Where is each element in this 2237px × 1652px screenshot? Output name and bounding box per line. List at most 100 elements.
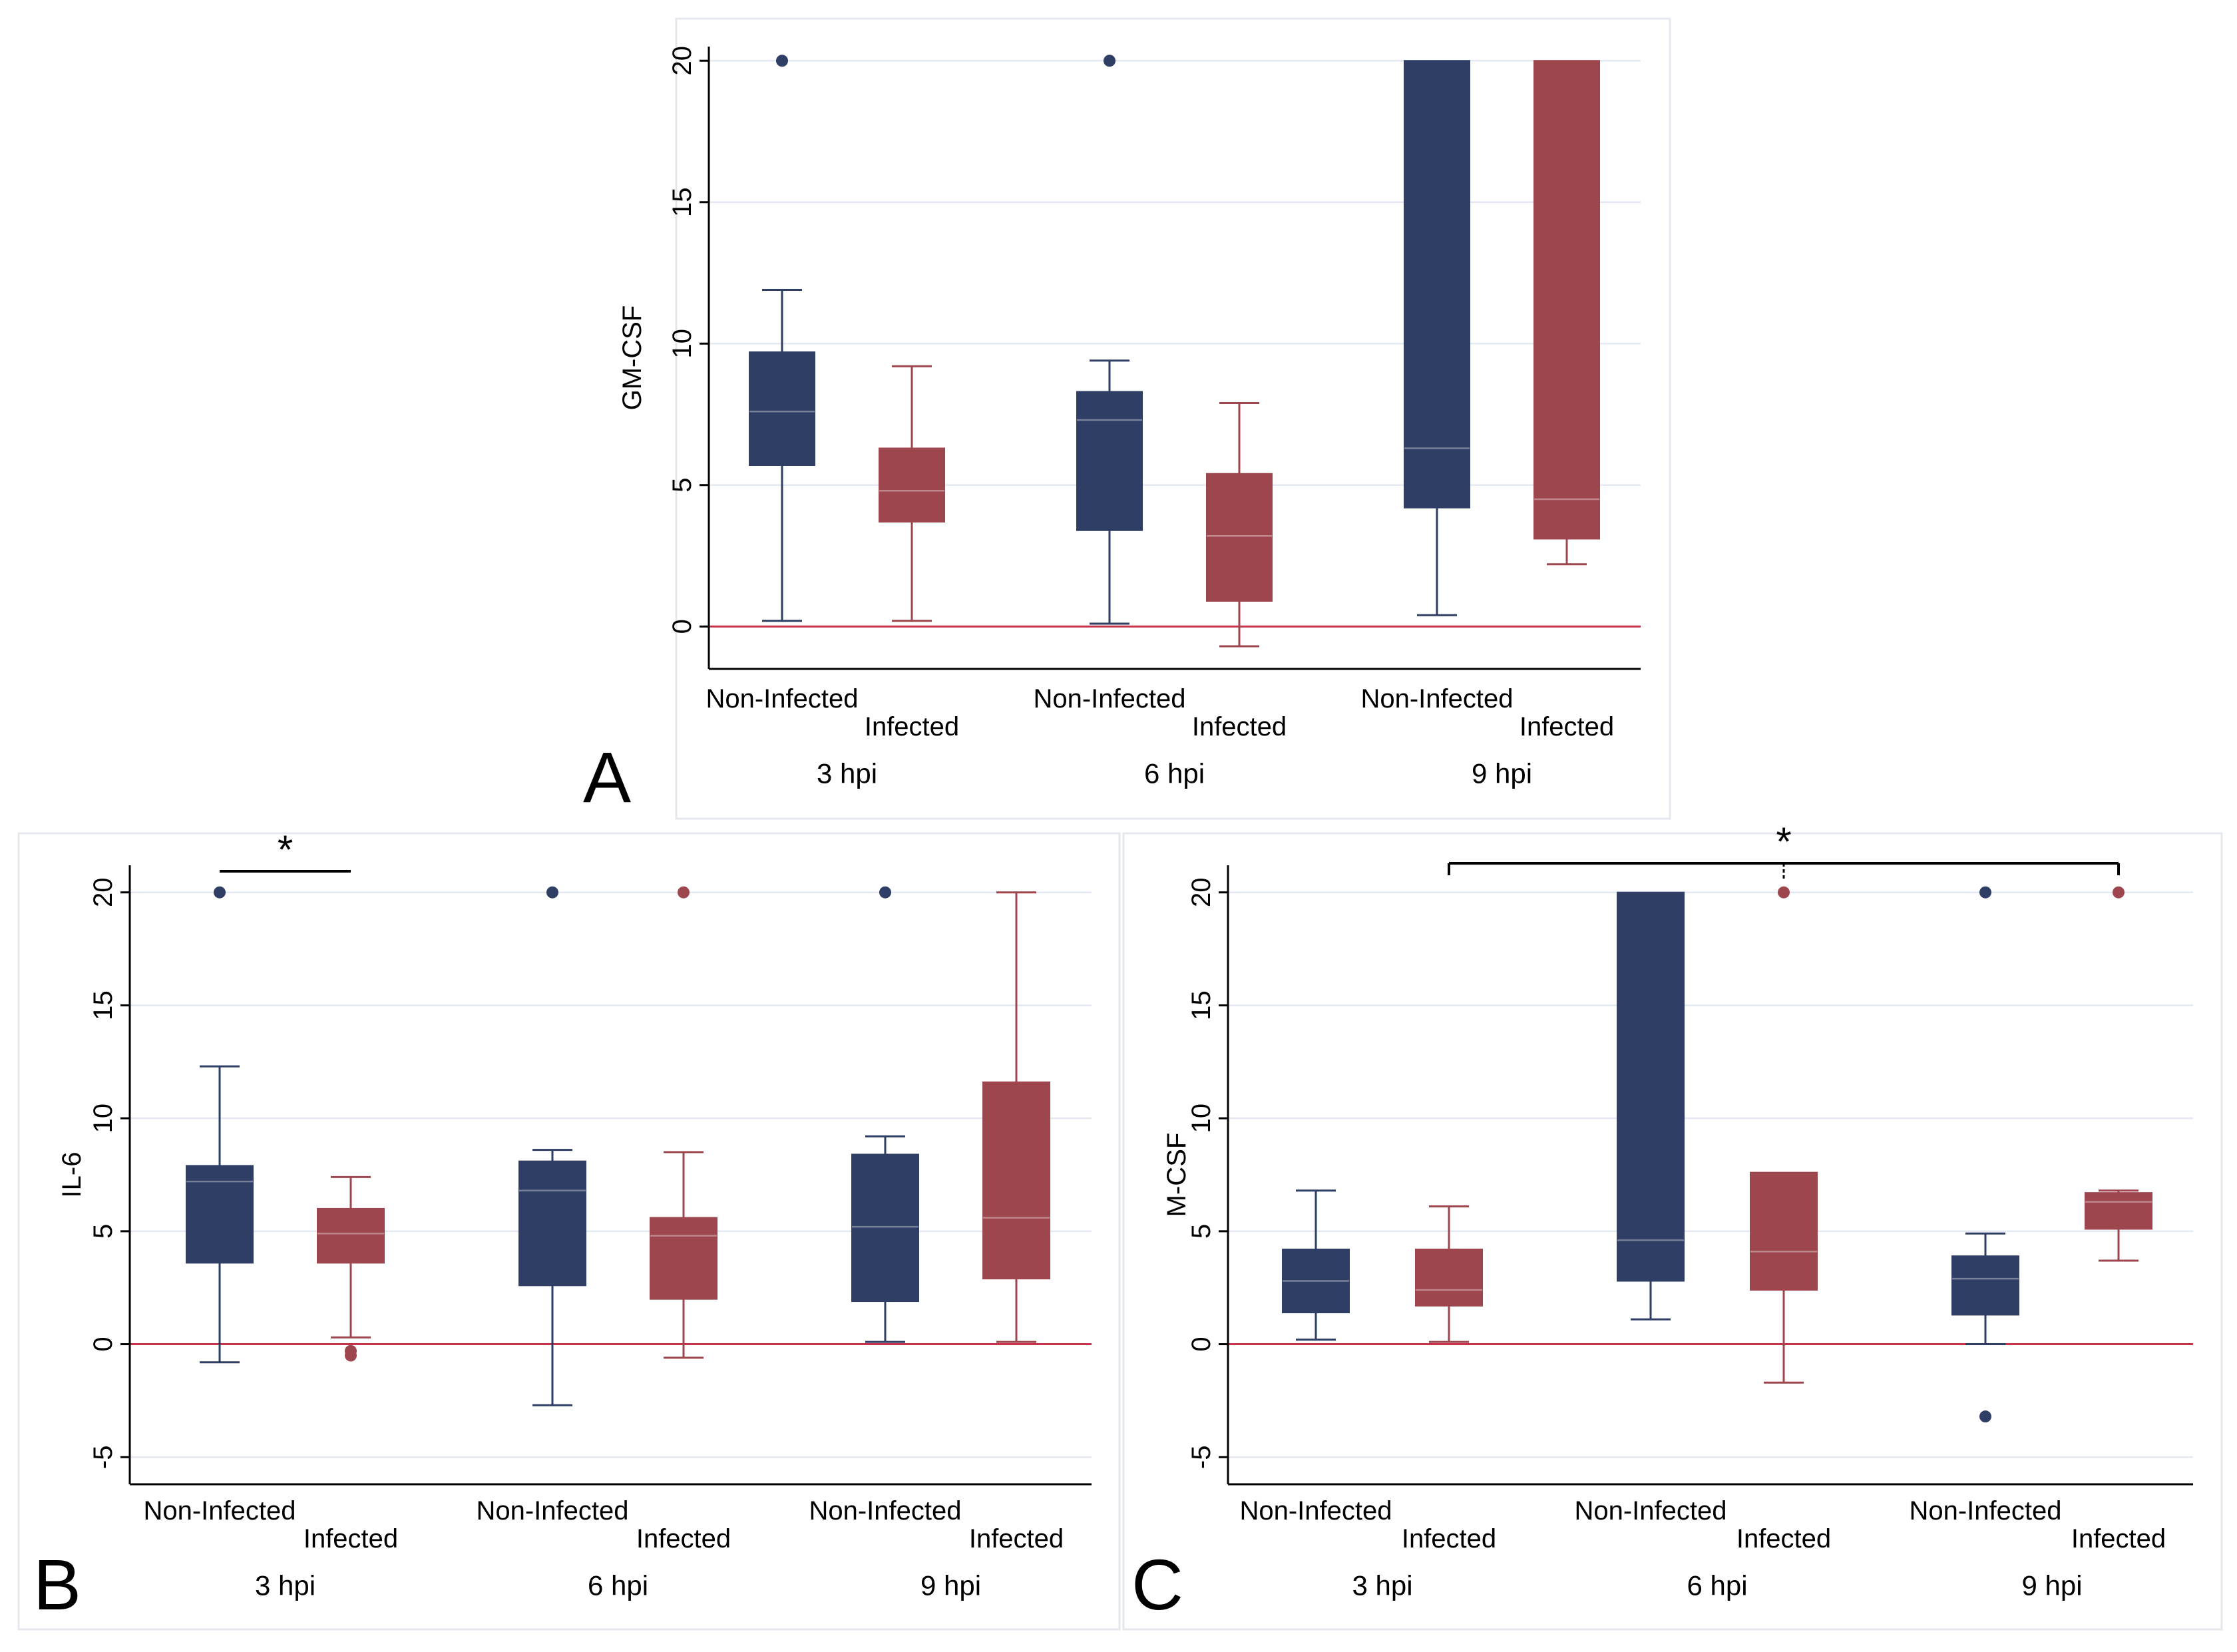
box-3-hpi-infected [1415, 1205, 1483, 1343]
outlier-point [345, 1349, 357, 1362]
y-tick-label: 20 [668, 46, 697, 76]
panel-letter: A [583, 737, 631, 817]
group-label: 9 hpi [2021, 1570, 2082, 1601]
outlier-point [776, 55, 788, 67]
iqr-box [851, 1153, 919, 1303]
category-label: Infected [1402, 1524, 1496, 1553]
y-tick-label: 0 [89, 1337, 118, 1351]
category-label: Infected [1192, 712, 1287, 741]
panel-a-gm-csf: 05101520GM-CSFNon-InfectedInfectedNon-In… [583, 46, 1641, 817]
y-tick-label: 15 [89, 990, 118, 1020]
iqr-box [1282, 1249, 1350, 1314]
y-tick-label: 15 [668, 188, 697, 218]
iqr-box [1951, 1255, 2019, 1316]
box-6-hpi-infected [650, 886, 717, 1359]
category-label: Infected [2071, 1524, 2166, 1553]
iqr-box [1533, 60, 1600, 540]
category-label: Non-Infected [1574, 1496, 1727, 1526]
iqr-box [879, 447, 945, 522]
significance-bracket: * [220, 827, 351, 873]
outlier-point [1979, 1410, 1991, 1423]
box-6-hpi-non-infected [1617, 891, 1685, 1321]
y-tick-label: 0 [1187, 1337, 1216, 1351]
outlier-point [1979, 886, 1991, 899]
box-3-hpi-infected [317, 1175, 385, 1362]
panel-frame-3 [1122, 832, 2223, 1631]
y-tick-label: 10 [668, 329, 697, 359]
category-label: Infected [1520, 712, 1614, 741]
y-axis-title: GM-CSF [618, 306, 647, 411]
category-label: Non-Infected [1033, 684, 1185, 714]
y-tick-label: 5 [668, 478, 697, 493]
panel-b-il-6: -5 0 5 10 15 20 IL-6 Non-Infected Infected Non-In… [33, 827, 1092, 1625]
outlier-point [1104, 55, 1116, 67]
panel-frame-1 [675, 17, 1671, 820]
group-label: 3 hpi [255, 1570, 315, 1601]
panel-c-m-csf: -5 0 5 10 15 20 M-CSF Non-Infected Infected Non-I… [1131, 819, 2193, 1625]
box-9-hpi-infected [982, 891, 1050, 1343]
y-tick-label: -5 [1187, 1445, 1216, 1469]
box-9-hpi-infected [1533, 60, 1600, 566]
panel-frame-2 [17, 832, 1121, 1631]
y-tick-label: 20 [89, 877, 118, 907]
outlier-point [678, 886, 690, 899]
category-label: Non-Infected [706, 684, 858, 714]
iqr-box [1076, 391, 1143, 531]
iqr-box [1206, 473, 1273, 602]
box-9-hpi-non-infected [1951, 886, 2019, 1423]
category-label: Infected [304, 1524, 398, 1553]
box-6-hpi-infected [1750, 886, 1818, 1384]
outlier-point [879, 886, 891, 899]
significance-bracket: * [1448, 819, 2120, 879]
box-3-hpi-non-infected [186, 886, 254, 1364]
outlier-point [546, 886, 558, 899]
y-tick-label: 10 [1187, 1104, 1216, 1134]
y-tick-label: 20 [1187, 877, 1216, 907]
category-label: Infected [969, 1524, 1064, 1553]
category-label: Infected [636, 1524, 731, 1553]
box-3-hpi-non-infected [749, 55, 815, 622]
outlier-point [214, 886, 226, 899]
box-9-hpi-non-infected [1404, 60, 1470, 616]
group-label: 6 hpi [588, 1570, 648, 1601]
iqr-box [1404, 60, 1470, 509]
category-label: Non-Infected [809, 1496, 961, 1526]
box-3-hpi-infected [879, 365, 945, 622]
category-label: Infected [865, 712, 959, 741]
group-label: 9 hpi [920, 1570, 981, 1601]
category-label: Non-Infected [476, 1496, 628, 1526]
iqr-box [2085, 1192, 2152, 1230]
y-tick-label: 0 [668, 619, 697, 634]
y-axis-title: IL-6 [57, 1152, 87, 1198]
box-6-hpi-infected [1206, 402, 1273, 648]
iqr-box [186, 1165, 254, 1264]
outlier-point [1778, 886, 1790, 899]
y-tick-label: 5 [1187, 1224, 1216, 1239]
group-label: 6 hpi [1144, 758, 1205, 789]
iqr-box [317, 1207, 385, 1264]
y-tick-label: 5 [89, 1224, 118, 1239]
group-label: 9 hpi [1472, 758, 1532, 789]
iqr-box [982, 1081, 1050, 1280]
panel-letter: B [33, 1544, 81, 1625]
iqr-box [749, 351, 815, 466]
significance-star: * [1776, 819, 1791, 864]
panel-letter: C [1131, 1544, 1183, 1625]
outlier-point [2113, 886, 2125, 899]
group-label: 6 hpi [1687, 1570, 1747, 1601]
iqr-box [1750, 1171, 1818, 1291]
box-6-hpi-non-infected [1076, 55, 1143, 625]
box-9-hpi-non-infected [851, 886, 919, 1343]
group-label: 3 hpi [817, 758, 877, 789]
iqr-box [1415, 1249, 1483, 1307]
category-label: Infected [1736, 1524, 1831, 1553]
iqr-box [650, 1217, 717, 1300]
category-label: Non-Infected [1360, 684, 1513, 714]
box-6-hpi-non-infected [518, 886, 586, 1406]
category-label: Non-Infected [1909, 1496, 2061, 1526]
category-label: Non-Infected [1239, 1496, 1392, 1526]
y-tick-label: 15 [1187, 990, 1216, 1020]
y-axis-title: M-CSF [1162, 1133, 1191, 1217]
box-3-hpi-non-infected [1282, 1189, 1350, 1341]
